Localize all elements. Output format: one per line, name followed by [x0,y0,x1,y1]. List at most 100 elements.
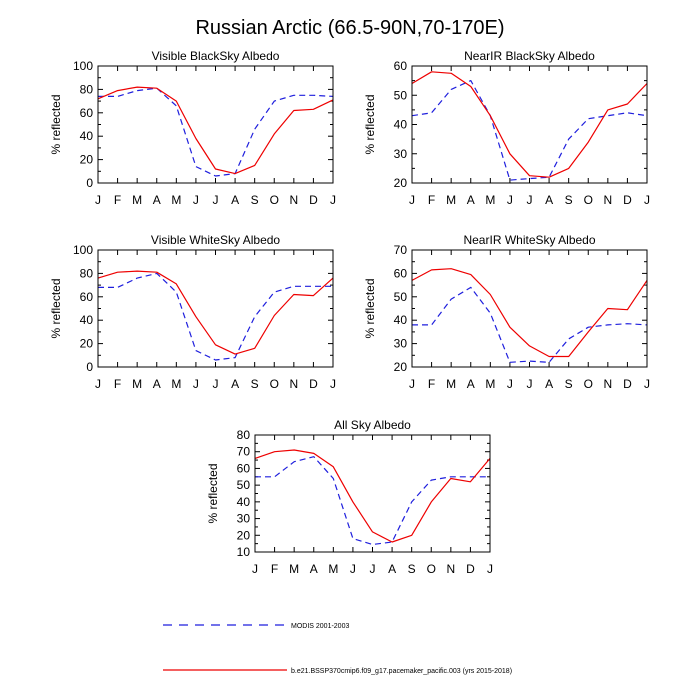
y-tick-label: 40 [80,313,94,327]
x-tick-label: D [309,377,318,391]
chart-panel: NearIR WhiteSky Albedo % reflected 20 30 40 5… [363,233,650,391]
y-axis-label: % reflected [363,94,377,154]
plot-frame [411,249,648,368]
y-tick-label: 20 [394,360,408,374]
x-tick-label: O [584,193,593,207]
x-tick-label: J [95,193,101,207]
x-tick-label: A [467,193,475,207]
x-tick-label: M [289,562,299,576]
y-tick-label: 40 [237,495,251,509]
x-tick-label: F [271,562,278,576]
x-tick-label: M [132,377,142,391]
y-tick-label: 70 [394,243,408,257]
x-tick-label: J [644,193,650,207]
x-tick-label: J [527,193,533,207]
x-tick-label: O [584,377,593,391]
y-tick-label: 40 [394,118,408,132]
series-line-modis [411,79,648,181]
x-tick-label: A [231,377,239,391]
x-tick-label: D [623,193,632,207]
x-tick-label: J [330,377,336,391]
y-tick-label: 50 [394,88,408,102]
x-tick-label: F [428,193,435,207]
x-tick-label: M [446,193,456,207]
series-line-modis [98,272,333,361]
legend-label: MODIS 2001-2003 [291,623,349,630]
x-tick-label: A [310,562,318,576]
plot-frame [254,434,491,553]
x-tick-label: S [251,193,259,207]
x-tick-label: D [309,193,318,207]
x-tick-label: N [446,562,455,576]
x-tick-label: D [623,377,632,391]
plot-frame [97,65,334,184]
series-line-model [97,86,334,175]
x-tick-label: D [466,562,475,576]
x-tick-label: M [328,562,338,576]
y-axis-label: % reflected [363,278,377,338]
y-tick-label: 20 [237,528,251,542]
x-tick-label: J [213,193,219,207]
y-tick-label: 100 [73,59,93,73]
x-tick-label: S [408,562,416,576]
y-tick-label: 0 [86,176,93,190]
chart-panel: Visible WhiteSky Albedo % reflected 0 20 40 6… [49,233,336,391]
x-tick-label: F [114,377,121,391]
chart-panel: Visible BlackSky Albedo % reflected 0 20 40 6… [49,49,336,207]
y-tick-label: 10 [237,545,251,559]
y-tick-label: 60 [80,290,94,304]
x-tick-label: A [153,377,161,391]
y-tick-label: 60 [394,266,408,280]
x-tick-label: M [132,193,142,207]
chart-panel: NearIR BlackSky Albedo % reflected 20 30 40 5… [363,49,650,207]
x-tick-label: S [251,377,259,391]
y-axis-label: % reflected [49,278,63,338]
y-tick-label: 40 [394,313,408,327]
y-tick-label: 80 [80,266,94,280]
series-line-model [97,270,334,355]
x-tick-label: A [545,193,553,207]
y-tick-label: 50 [394,290,408,304]
x-tick-label: F [114,193,121,207]
x-tick-label: O [427,562,436,576]
x-tick-label: M [171,193,181,207]
y-tick-label: 20 [80,153,94,167]
y-tick-label: 50 [237,478,251,492]
x-tick-label: A [388,562,396,576]
x-tick-label: J [330,193,336,207]
x-tick-label: A [545,377,553,391]
chart-title: All Sky Albedo [334,418,411,432]
y-axis-label: % reflected [49,94,63,154]
legend: MODIS 2001-2003 b.e21.BSSP370cmip6.f09_g1… [163,623,512,675]
series-line-modis [98,87,334,177]
x-tick-label: A [153,193,161,207]
y-tick-label: 100 [73,243,93,257]
plot-frame [97,249,334,368]
y-tick-label: 30 [394,147,408,161]
x-tick-label: N [289,377,298,391]
chart-title: NearIR BlackSky Albedo [464,49,595,63]
x-tick-label: S [565,377,573,391]
x-tick-label: A [231,193,239,207]
x-tick-label: M [485,377,495,391]
x-tick-label: N [603,193,612,207]
y-tick-label: 60 [80,106,94,120]
x-tick-label: N [289,193,298,207]
y-tick-label: 80 [237,428,251,442]
x-tick-label: A [467,377,475,391]
page-title: Russian Arctic (66.5-90N,70-170E) [195,17,504,39]
x-tick-label: S [565,193,573,207]
x-tick-label: M [485,193,495,207]
y-axis-label: % reflected [206,463,220,523]
x-tick-label: O [270,377,279,391]
chart-title: Visible WhiteSky Albedo [151,233,281,247]
series-line-model [411,268,648,358]
chart-panel: All Sky Albedo % reflected 10 20 30 40 50 60 70 8… [206,418,493,576]
x-tick-label: M [446,377,456,391]
x-tick-label: J [409,377,415,391]
x-tick-label: J [213,377,219,391]
x-tick-label: J [193,377,199,391]
series-line-modis [255,456,490,546]
y-tick-label: 30 [394,337,408,351]
